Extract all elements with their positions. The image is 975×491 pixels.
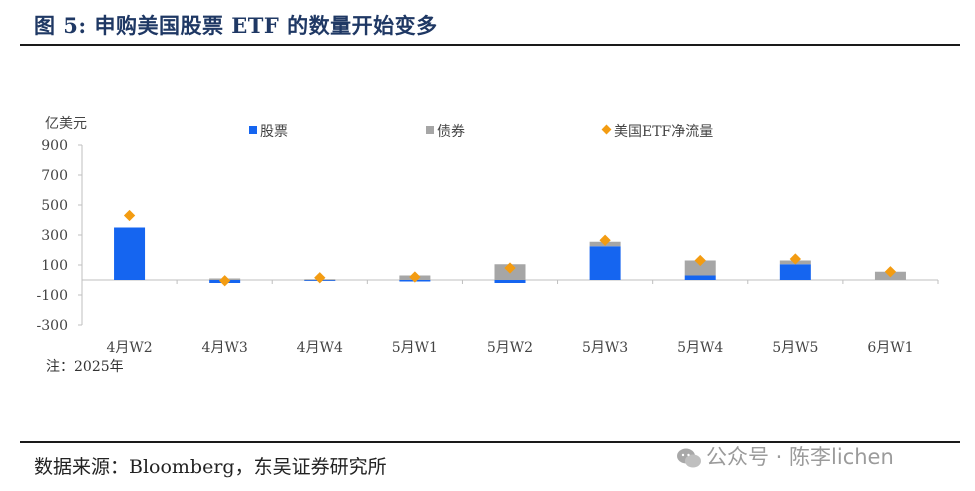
x-tick-label: 4月W4: [297, 340, 343, 356]
watermark: 公众号 · 陈李lichen: [676, 441, 894, 471]
y-tick-label: 100: [41, 258, 68, 274]
chart-note: 注：2025年: [46, 359, 124, 375]
markers-layer: [123, 209, 897, 287]
y-axis-label: 亿美元: [45, 116, 87, 132]
wechat-icon: [677, 448, 701, 468]
x-tick-label: 4月W3: [202, 340, 248, 356]
marker-net-flow: [314, 272, 326, 284]
legend-swatch-stock: [249, 126, 257, 134]
bars-layer: [114, 227, 906, 283]
legend-label-stock: 股票: [260, 124, 288, 140]
marker-net-flow: [694, 254, 706, 267]
x-tick-labels: 4月W2 4月W3 4月W4 5月W1 5月W2 5月W3 5月W4 5月W5 6月W1: [106, 340, 913, 356]
x-tick-label: 5月W5: [772, 340, 818, 356]
x-tick-label: 5月W4: [677, 340, 723, 356]
bar-stock: [589, 246, 621, 280]
watermark-text: 公众号 · 陈李lichen: [706, 445, 894, 469]
x-tick-label: 5月W1: [392, 340, 438, 356]
marker-net-flow: [219, 275, 231, 287]
marker-net-flow: [884, 266, 897, 278]
marker-net-flow: [599, 234, 611, 246]
legend-swatch-net: [601, 124, 612, 135]
footer-divider: [20, 441, 960, 443]
y-tick-label: 900: [41, 138, 68, 154]
bar-stock: [779, 264, 811, 280]
marker-net-flow: [123, 209, 136, 222]
x-tick-label: 4月W2: [106, 340, 152, 356]
bar-stock: [114, 227, 146, 280]
y-tick-label: 700: [41, 168, 68, 184]
x-tick-label: 5月W2: [487, 340, 533, 356]
x-tick-label: 6月W1: [867, 340, 913, 356]
data-source: 数据来源：Bloomberg，东吴证券研究所: [34, 456, 387, 478]
y-tick-label: 300: [41, 228, 68, 244]
x-tick-label: 5月W3: [582, 340, 628, 356]
legend: 股票 债券 美国ETF净流量: [249, 124, 713, 140]
legend-swatch-bond: [426, 126, 434, 134]
title-divider: [20, 44, 960, 46]
marker-net-flow: [409, 271, 421, 283]
y-tick-label: -300: [37, 318, 68, 334]
figure-title: 图 5: 申购美国股票 ETF 的数量开始变多: [34, 13, 438, 38]
y-tick-label: -100: [37, 288, 68, 304]
y-tick-label: 500: [41, 198, 68, 214]
bar-bond: [684, 260, 716, 276]
bar-stock: [684, 275, 716, 280]
axes: -300 -100 100 300 500 700 900: [37, 138, 939, 334]
marker-net-flow: [504, 262, 516, 274]
legend-label-bond: 债券: [437, 124, 465, 140]
bar-stock: [494, 280, 526, 283]
marker-net-flow: [789, 253, 801, 265]
legend-label-net: 美国ETF净流量: [614, 124, 713, 140]
